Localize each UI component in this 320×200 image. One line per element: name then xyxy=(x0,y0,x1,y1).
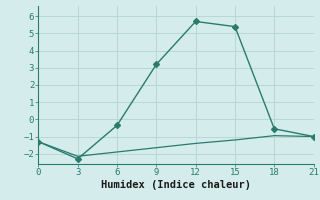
X-axis label: Humidex (Indice chaleur): Humidex (Indice chaleur) xyxy=(101,180,251,190)
